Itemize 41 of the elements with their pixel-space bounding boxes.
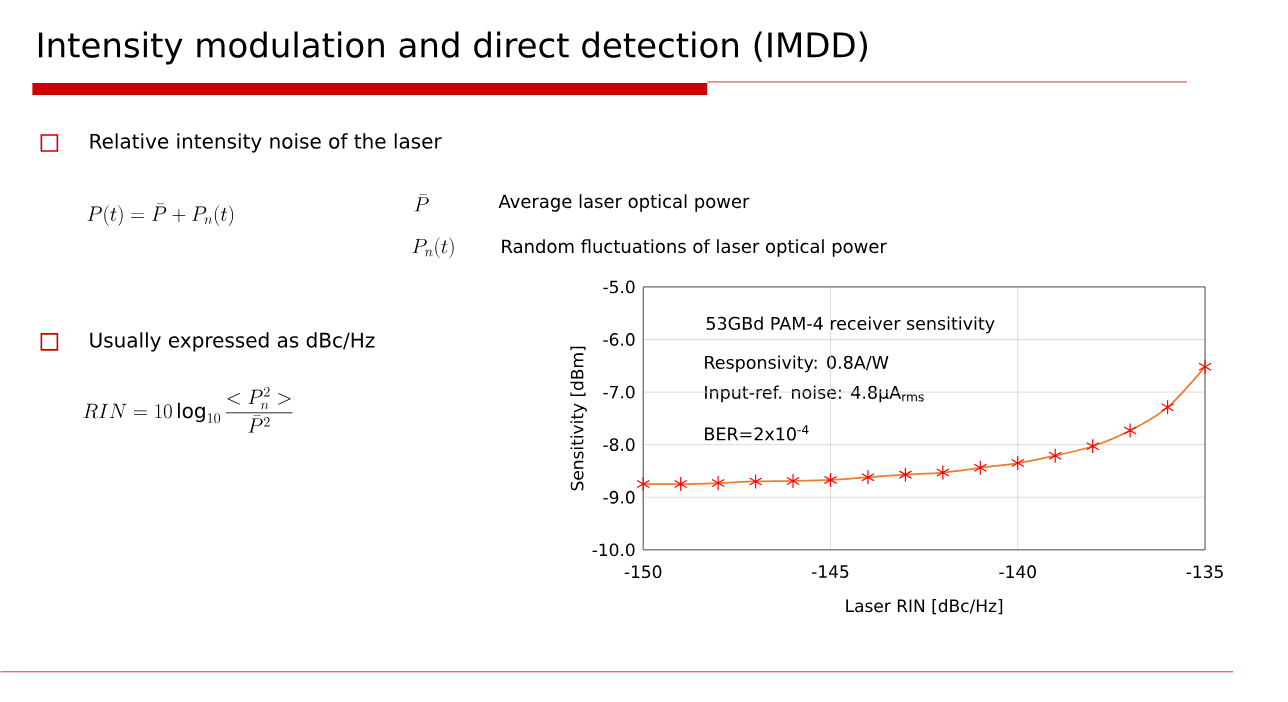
text: $RIN = 10\log_{10}\frac{<P_n^2>}{\bar{P}^2}$ xyxy=(83,387,293,433)
annotation: 53GBd PAM-4 receiver sensitivity xyxy=(706,316,995,334)
point xyxy=(861,469,875,485)
point xyxy=(1086,438,1100,454)
text: Usually expressed as dBc/Hz xyxy=(90,332,375,352)
text: Random fluctuations of laser optical power xyxy=(502,239,887,257)
point xyxy=(898,467,913,483)
y-tick-label: -6.0 xyxy=(603,333,635,347)
point xyxy=(1123,422,1137,439)
point xyxy=(786,473,800,489)
point xyxy=(973,460,987,476)
x-tick-label: -140 xyxy=(999,565,1036,579)
text: $P(t) = \bar{P} + P_n(t)$ xyxy=(87,203,234,227)
point xyxy=(636,476,650,492)
x-tick-label: -145 xyxy=(812,565,849,579)
annotation: Responsivity: 0.8A/W xyxy=(705,355,889,373)
point xyxy=(1011,455,1025,471)
y-tick-label: -9.0 xyxy=(603,490,635,504)
point xyxy=(1048,448,1062,464)
x-tick-label: -150 xyxy=(624,565,662,579)
y-tick-label: -10.0 xyxy=(592,543,635,557)
y-tick-label: -5.0 xyxy=(603,280,635,294)
x-tick-label: -135 xyxy=(1186,565,1223,579)
x-axis-title: Laser RIN [dBc/Hz] xyxy=(846,599,1003,615)
chart-title: Intensity modulation and direct detection (IMDD) xyxy=(38,31,867,65)
text: $\bar{P}$ xyxy=(414,194,429,212)
annotation: BER=2x10$^{-4}$ xyxy=(705,425,809,441)
point xyxy=(1160,399,1175,416)
y-tick-label: -7.0 xyxy=(603,385,635,399)
point xyxy=(936,465,950,481)
point xyxy=(711,475,725,491)
point xyxy=(748,473,763,490)
text: Relative intensity noise of the laser xyxy=(90,133,442,153)
text: Average laser optical power xyxy=(498,194,750,212)
y-axis-title: Sensitivity [dBm] xyxy=(570,346,587,491)
point xyxy=(1198,359,1212,375)
text: $P_n(t)$ xyxy=(412,237,454,259)
point xyxy=(823,472,838,488)
point xyxy=(674,476,688,492)
annotation: Input-ref. noise: 4.8µA$_{rms}$ xyxy=(705,385,924,403)
y-tick-label: -8.0 xyxy=(603,438,635,452)
